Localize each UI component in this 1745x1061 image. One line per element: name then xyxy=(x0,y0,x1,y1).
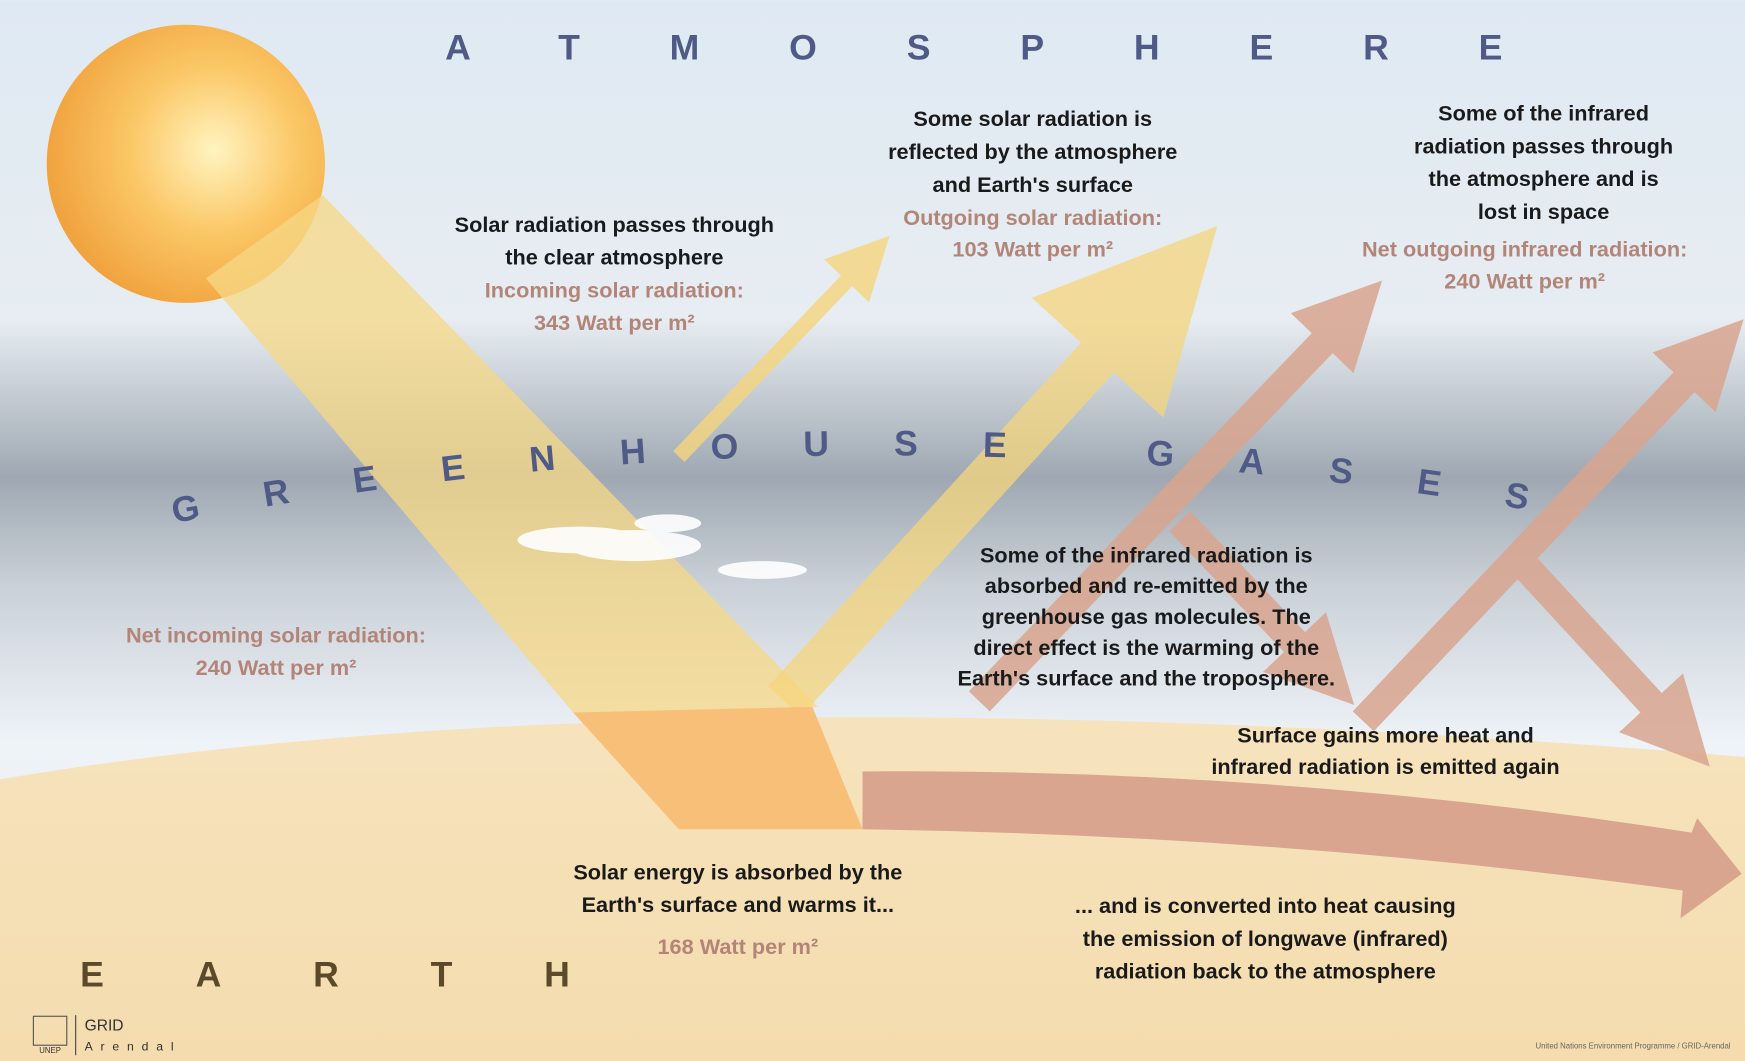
label-line: and Earth's surface xyxy=(933,172,1133,197)
logo-small: UNEP xyxy=(39,1046,61,1055)
label-line: the clear atmosphere xyxy=(505,245,723,270)
logo-top: GRID xyxy=(85,1017,124,1034)
absorbed-block xyxy=(573,706,863,830)
label-line: absorbed and re-emitted by the xyxy=(985,573,1308,598)
clouds xyxy=(517,514,807,579)
heat-arrow xyxy=(862,771,1742,919)
label-line: ... and is converted into heat causing xyxy=(1075,893,1456,918)
label-line: reflected by the atmosphere xyxy=(888,139,1177,164)
label-line: the emission of longwave (infrared) xyxy=(1083,926,1448,951)
value-line: Net incoming solar radiation: xyxy=(126,623,426,648)
label-line: Earth's surface and the troposphere. xyxy=(957,666,1335,691)
value-line: 168 Watt per m² xyxy=(657,934,818,959)
infrared-arrows xyxy=(968,280,1744,767)
value-line: Net outgoing infrared radiation: xyxy=(1362,236,1687,261)
logo-box xyxy=(32,1015,68,1046)
label-line: Surface gains more heat and xyxy=(1237,723,1534,748)
value-line: 343 Watt per m² xyxy=(534,310,695,335)
value-line: 240 Watt per m² xyxy=(196,655,357,680)
reflected-beam xyxy=(768,225,1218,717)
label-line: Some of the infrared xyxy=(1438,101,1649,126)
infrared-arrow xyxy=(968,280,1383,712)
value-line: 103 Watt per m² xyxy=(952,236,1113,261)
label-line: greenhouse gas molecules. The xyxy=(982,604,1311,629)
label-line: Solar radiation passes through xyxy=(455,212,774,237)
value-line: Outgoing solar radiation: xyxy=(903,205,1162,230)
label-line: radiation back to the atmosphere xyxy=(1095,959,1436,984)
credit: United Nations Environment Programme / G… xyxy=(1535,1041,1730,1050)
label-line: the atmosphere and is xyxy=(1428,166,1658,191)
label-line: Some of the infrared radiation is xyxy=(980,542,1313,567)
infrared-arrow xyxy=(1514,555,1710,767)
label-line: lost in space xyxy=(1478,199,1609,224)
reflected-arrow xyxy=(673,235,890,462)
label-line: Some solar radiation is xyxy=(913,106,1152,131)
infrared-arrow xyxy=(1169,511,1355,705)
value-line: Incoming solar radiation: xyxy=(485,278,744,303)
incoming-beam xyxy=(205,194,818,713)
label-line: direct effect is the warming of the xyxy=(973,635,1319,660)
sun xyxy=(46,24,325,303)
infrared-arrow xyxy=(1352,319,1744,732)
value-line: 240 Watt per m² xyxy=(1444,269,1605,294)
label-line: radiation passes through xyxy=(1414,133,1673,158)
label-line: Solar energy is absorbed by the xyxy=(573,860,902,885)
label-line: infrared radiation is emitted again xyxy=(1211,754,1559,779)
label-line: Earth's surface and warms it... xyxy=(582,892,895,917)
